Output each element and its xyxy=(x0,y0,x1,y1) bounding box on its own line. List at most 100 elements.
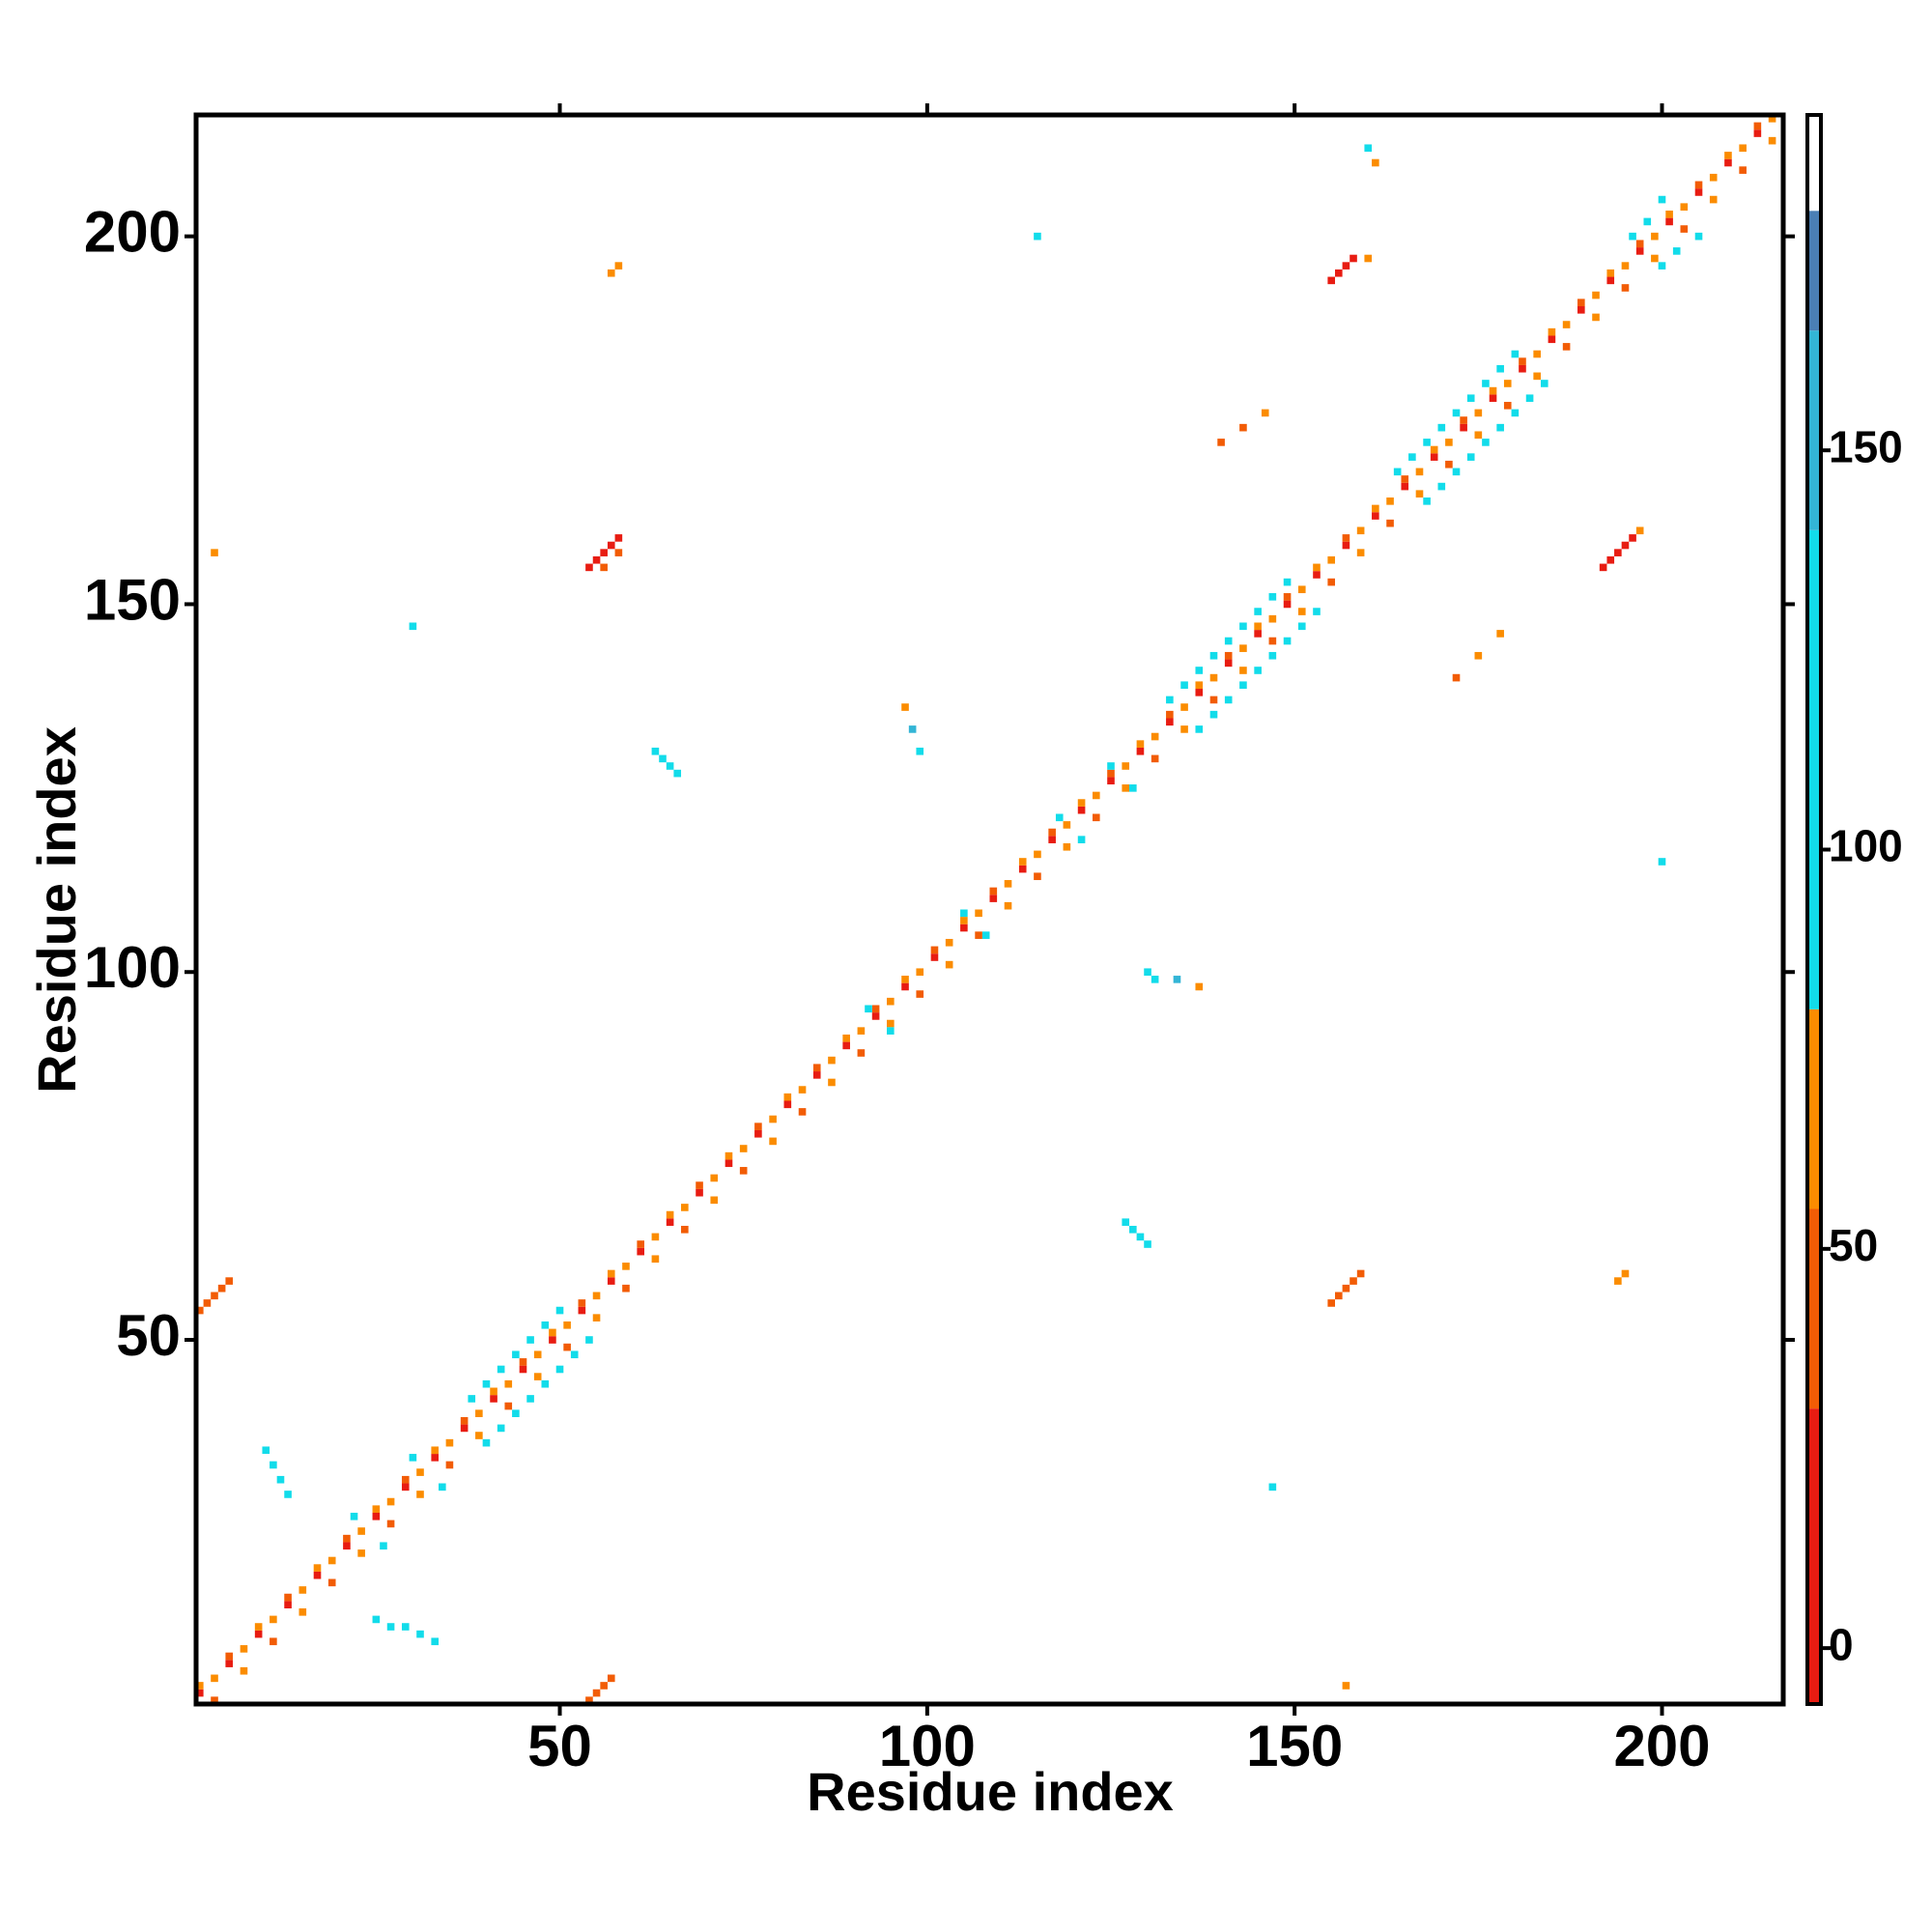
cell xyxy=(549,1328,556,1337)
cell xyxy=(651,1255,660,1264)
cell xyxy=(1180,725,1188,733)
cell xyxy=(270,1461,277,1469)
cell xyxy=(887,1027,895,1035)
cell xyxy=(460,1424,469,1433)
cell xyxy=(600,1682,608,1690)
cell xyxy=(1519,357,1526,365)
cell xyxy=(468,1395,476,1403)
cell xyxy=(622,1284,630,1293)
cell xyxy=(607,269,615,277)
cell xyxy=(298,1586,307,1594)
cell xyxy=(482,1379,491,1388)
cell xyxy=(1372,504,1379,513)
cell xyxy=(908,725,917,733)
cell xyxy=(284,1491,292,1498)
cell xyxy=(1018,858,1027,866)
cell xyxy=(504,1402,513,1410)
cell xyxy=(592,1314,601,1321)
cell xyxy=(1166,718,1174,726)
cell xyxy=(1268,651,1277,660)
cell xyxy=(887,997,895,1006)
cell xyxy=(681,1225,689,1234)
cell xyxy=(1239,423,1247,432)
cell xyxy=(600,563,608,572)
cell xyxy=(614,262,623,270)
cell xyxy=(901,703,909,711)
cell xyxy=(960,923,968,932)
cell xyxy=(1482,380,1490,387)
colorbar-segment xyxy=(1807,330,1821,530)
colorbar-segment xyxy=(1807,211,1821,331)
cell xyxy=(1768,115,1776,123)
cell xyxy=(1018,865,1027,873)
cell xyxy=(1122,762,1130,770)
cell xyxy=(1209,651,1218,660)
cell xyxy=(386,1497,395,1506)
cell xyxy=(1709,195,1718,204)
cell xyxy=(1621,284,1630,292)
cell xyxy=(1503,402,1512,410)
cell xyxy=(1335,269,1343,277)
cell xyxy=(1224,651,1233,660)
cell xyxy=(1540,380,1548,387)
cell xyxy=(989,887,998,895)
cell xyxy=(1599,563,1607,572)
cell xyxy=(1680,225,1689,233)
cell xyxy=(607,1674,615,1683)
cell xyxy=(541,1321,550,1329)
cell xyxy=(710,1196,719,1205)
cell xyxy=(1643,217,1652,226)
cell xyxy=(871,1005,880,1013)
cell xyxy=(1122,1218,1130,1226)
cell xyxy=(724,1151,733,1160)
x-tick-label: 50 xyxy=(527,1714,592,1778)
cell xyxy=(1342,534,1350,542)
cell xyxy=(416,1491,424,1498)
cell xyxy=(1621,262,1630,270)
cell xyxy=(1423,497,1431,505)
cell xyxy=(1466,453,1475,461)
cell xyxy=(475,1432,483,1439)
cell xyxy=(1048,836,1056,843)
cell xyxy=(1606,276,1615,285)
cell xyxy=(1635,247,1644,255)
cell xyxy=(607,1277,615,1285)
cell xyxy=(1408,453,1416,461)
cell xyxy=(401,1623,410,1631)
cell xyxy=(240,1645,248,1653)
cell xyxy=(1327,578,1336,586)
cell xyxy=(211,549,218,556)
cell xyxy=(1034,872,1041,881)
cell xyxy=(975,909,982,918)
colorbar-segment xyxy=(1807,1009,1821,1209)
cell xyxy=(1063,842,1071,851)
cell xyxy=(1166,696,1174,704)
cell xyxy=(1658,262,1666,270)
cell xyxy=(211,1674,218,1683)
cell xyxy=(1452,409,1461,417)
cell xyxy=(1217,439,1225,446)
cell xyxy=(1239,622,1247,631)
cell xyxy=(475,1409,483,1417)
cell xyxy=(916,968,924,977)
cell xyxy=(666,762,674,770)
cell xyxy=(592,1292,601,1300)
cell xyxy=(1364,254,1373,263)
cell xyxy=(842,1041,850,1050)
cell xyxy=(490,1395,497,1403)
cell xyxy=(1753,122,1762,130)
cell xyxy=(901,982,909,991)
cell xyxy=(754,1129,762,1138)
cell xyxy=(1261,409,1269,417)
cell xyxy=(1151,976,1159,983)
cell xyxy=(812,1064,821,1072)
colorbar-segment xyxy=(1807,115,1821,212)
cell xyxy=(666,1210,674,1219)
cell xyxy=(710,1174,719,1182)
y-tick-label: 150 xyxy=(84,567,181,632)
cell xyxy=(386,1520,395,1528)
colorbar-tick-label: 0 xyxy=(1829,1619,1854,1669)
cell xyxy=(1173,976,1181,983)
cell xyxy=(313,1571,322,1579)
cell xyxy=(1313,608,1321,615)
